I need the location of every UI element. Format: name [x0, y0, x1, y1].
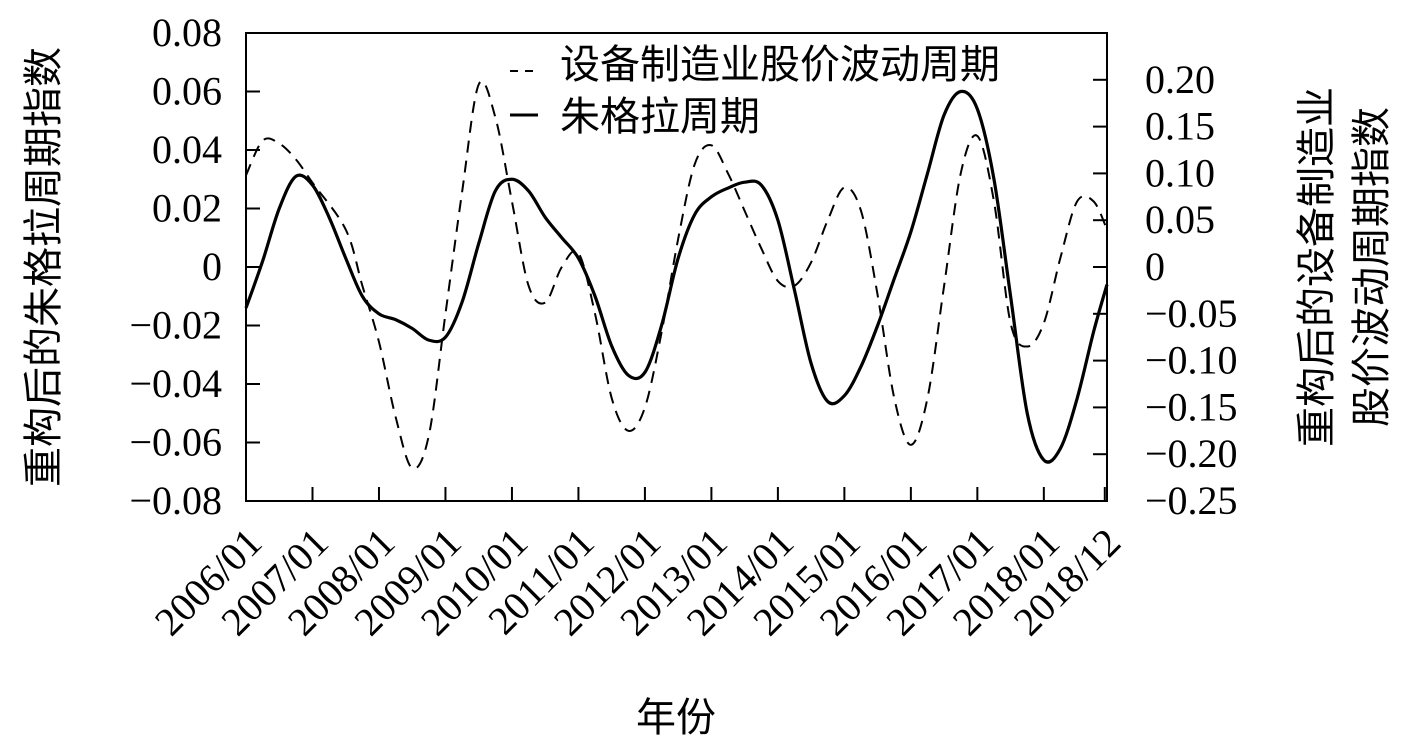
legend: 设备制造业股价波动周期 朱格拉周期 — [510, 42, 1000, 140]
series-line-stock-cycle — [245, 80, 1108, 470]
y-left-tick-label: −0.04 — [129, 361, 222, 406]
y-right-tick-label: −0.05 — [1145, 291, 1238, 336]
y-left-tick-label: −0.08 — [129, 478, 222, 523]
y-right-tick-label: −0.25 — [1145, 478, 1238, 523]
y-left-tick-label: −0.02 — [129, 303, 222, 348]
y-axis-right-title-line-2: 股价波动周期指数 — [1349, 107, 1395, 427]
series-layer — [244, 80, 1109, 470]
y-right-tick-label: −0.15 — [1145, 384, 1238, 429]
y-axis-left-title: 重构后的朱格拉周期指数 — [21, 47, 67, 487]
y-right-tick-label: 0 — [1145, 244, 1165, 289]
y-right-tick-label: −0.10 — [1145, 338, 1238, 383]
y-right-tick-label: 0.05 — [1145, 197, 1215, 242]
series-line-juglar-cycle — [244, 89, 1109, 464]
y-right-tick-label: −0.20 — [1145, 431, 1238, 476]
y-left-tick-label: 0.02 — [152, 186, 222, 231]
y-right-tick-label: 0.20 — [1145, 57, 1215, 102]
y-left-tick-label: 0 — [202, 244, 222, 289]
y-left-tick-label: −0.06 — [129, 420, 222, 465]
legend-label-juglar-cycle: 朱格拉周期 — [560, 94, 760, 140]
y-axis-right-title-line-1: 重构后的设备制造业 — [1294, 87, 1340, 447]
y-right-tick-label: 0.10 — [1145, 150, 1215, 195]
y-left-tick-label: 0.08 — [152, 10, 222, 55]
y-left-tick-label: 0.06 — [152, 69, 222, 114]
y-left-tick-label: 0.04 — [152, 127, 222, 172]
y-right-tick-label: 0.15 — [1145, 104, 1215, 149]
x-axis-title: 年份 — [636, 695, 716, 741]
legend-label-stock-cycle: 设备制造业股价波动周期 — [560, 42, 1000, 88]
